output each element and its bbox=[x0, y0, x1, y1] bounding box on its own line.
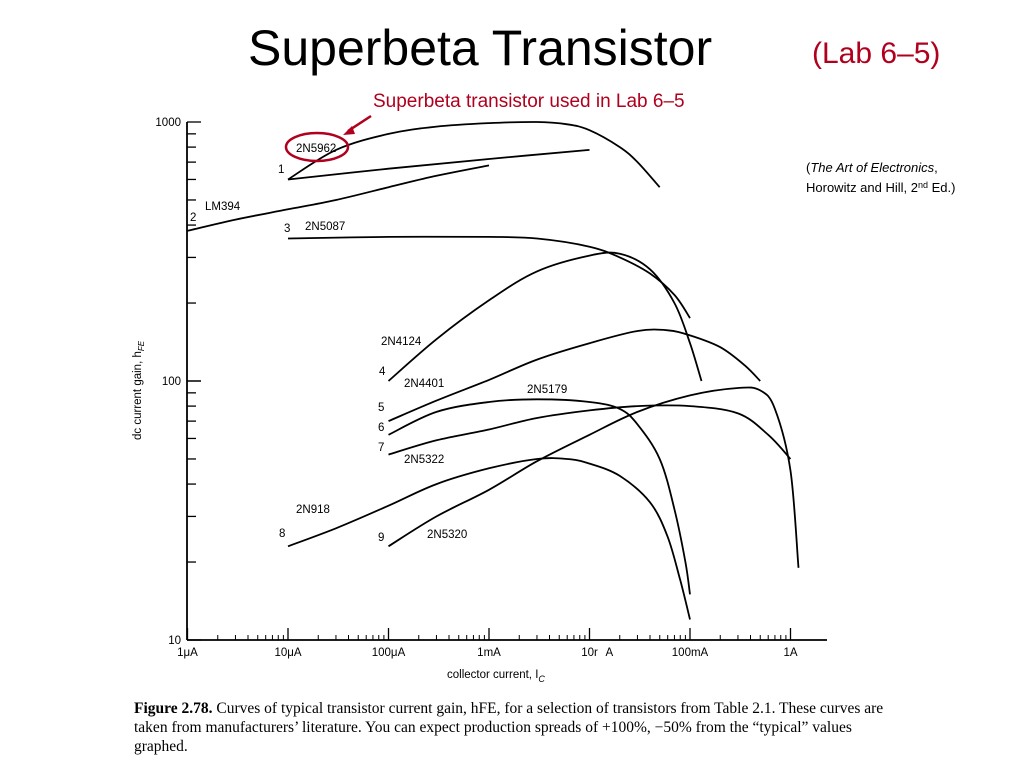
curve-name-label: 2N5962 bbox=[296, 143, 336, 155]
y-tick-label: 10 bbox=[168, 635, 181, 647]
chart-curves bbox=[187, 121, 800, 620]
x-tick-label: 100μA bbox=[372, 647, 406, 659]
citation-line-2: Horowitz and Hill, 2nd Ed.) bbox=[806, 178, 955, 198]
curve-number-label: 8 bbox=[279, 528, 285, 540]
figure-caption-label: Figure 2.78. bbox=[134, 700, 213, 717]
highlight-circle bbox=[284, 131, 350, 163]
citation: (The Art of Electronics, Horowitz and Hi… bbox=[806, 158, 955, 198]
curve-2n5087 bbox=[287, 235, 691, 319]
curve-number-label: 5 bbox=[378, 402, 384, 414]
curve-name-label: 2N5087 bbox=[305, 221, 345, 233]
curve-number-label: 2 bbox=[190, 212, 196, 224]
curve-name-label: 2N5322 bbox=[404, 454, 444, 466]
curve-number-label: 4 bbox=[379, 366, 386, 378]
curve-number-label: 6 bbox=[378, 422, 384, 434]
y-tick-label: 1000 bbox=[155, 117, 181, 129]
curve-number-label: 7 bbox=[378, 442, 384, 454]
curve-name-label: 2N4124 bbox=[381, 336, 422, 348]
x-tick-label: 10r bbox=[581, 647, 598, 659]
curve-2n5179 bbox=[388, 398, 691, 595]
curve-name-label: LM394 bbox=[205, 201, 241, 213]
curve-name-label: 2N5320 bbox=[427, 529, 467, 541]
curve-name-label: 2N5179 bbox=[527, 384, 567, 396]
curve-2n4401 bbox=[388, 328, 761, 422]
curve-number-label: 9 bbox=[378, 532, 384, 544]
citation-book-title: The Art of Electronics bbox=[810, 160, 935, 175]
slide-title-lab-reference: (Lab 6–5) bbox=[812, 37, 941, 70]
callout-arrow-head bbox=[343, 126, 355, 135]
figure-caption: Figure 2.78. Curves of typical transisto… bbox=[134, 699, 894, 756]
citation-edition-superscript: nd bbox=[918, 180, 929, 190]
chart-axes: 10 100 1000 1μA 10μA 100μA 1mA 10r 100mA 1A Α bbox=[155, 117, 827, 659]
y-tick-label: 100 bbox=[162, 376, 181, 388]
curve-2n5320 bbox=[388, 386, 800, 568]
citation-edition: Ed.) bbox=[928, 180, 956, 195]
figure-caption-text: Curves of typical transistor current gai… bbox=[134, 700, 884, 755]
x-tick-label: 1mA bbox=[477, 647, 501, 659]
x-tick-label: 100mA bbox=[672, 647, 709, 659]
curve-number-label: 3 bbox=[284, 223, 290, 235]
callout-text: Superbeta transistor used in Lab 6–5 bbox=[373, 91, 685, 112]
curve-name-label: 2N4401 bbox=[404, 378, 444, 390]
curve-name-label: 2N918 bbox=[296, 504, 330, 516]
curve-number-label: 1 bbox=[278, 164, 284, 176]
x-tick-label: 10μA bbox=[274, 647, 301, 659]
x-axis-title: collector current, IC bbox=[447, 669, 545, 684]
citation-comma: , bbox=[934, 160, 938, 175]
curve-2n5962 bbox=[287, 121, 661, 188]
x-tick-label: 1A bbox=[783, 647, 797, 659]
citation-line-1: (The Art of Electronics, bbox=[806, 158, 955, 178]
chart-labels: 1 2N5962 2 LM394 3 2N5087 4 2N4124 5 2N4401 6 2N517… bbox=[190, 143, 567, 544]
curve-2n5322 bbox=[388, 404, 792, 460]
citation-authors: Horowitz and Hill, 2 bbox=[806, 180, 918, 195]
slide-title: Superbeta Transistor bbox=[248, 20, 713, 76]
citation-paren-open: ( bbox=[806, 160, 811, 175]
x-tick-label: 1μA bbox=[177, 647, 198, 659]
curve-unlabeled-1 bbox=[287, 149, 590, 181]
x-tick-label-fragment: Α bbox=[606, 647, 614, 659]
y-axis-title: dc current gain, hFE bbox=[132, 340, 146, 440]
gain-chart: 10 100 1000 1μA 10μA 100μA 1mA 10r 100mA 1A Α 1 2N5… bbox=[132, 114, 827, 684]
curve-lm394 bbox=[187, 164, 490, 232]
curve-2n918 bbox=[287, 457, 691, 620]
curve-2n4124 bbox=[387, 251, 703, 382]
